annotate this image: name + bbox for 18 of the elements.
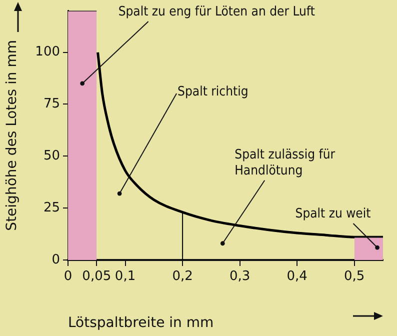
- annotation: Spalt zu eng für Löten an der Luft: [118, 4, 316, 20]
- annotation: Spalt zulässig für Handlötung: [234, 147, 336, 178]
- x-tick-label: 0,5: [344, 269, 365, 284]
- annotation: Spalt richtig: [178, 84, 248, 100]
- y-tick-label: 75: [43, 96, 60, 112]
- x-axis-title: Lötspaltbreite in mm: [68, 315, 214, 332]
- x-tick-label: 0,3: [229, 269, 250, 284]
- x-tick-label: 0,4: [286, 269, 308, 284]
- x-tick-label: 0,05: [82, 269, 112, 284]
- x-tick-label: 0,2: [172, 269, 193, 284]
- y-axis-title: Steighöhe des Lotes in mm: [4, 40, 20, 231]
- y-tick-label: 50: [43, 148, 60, 164]
- x-tick-label: 0: [64, 269, 72, 284]
- x-tick-label: 0,1: [114, 269, 136, 284]
- y-tick-label: 100: [35, 44, 60, 60]
- y-tick-label: 25: [43, 200, 60, 216]
- y-tick-label: 0: [52, 252, 60, 268]
- annotation: Spalt zu weit: [295, 206, 372, 222]
